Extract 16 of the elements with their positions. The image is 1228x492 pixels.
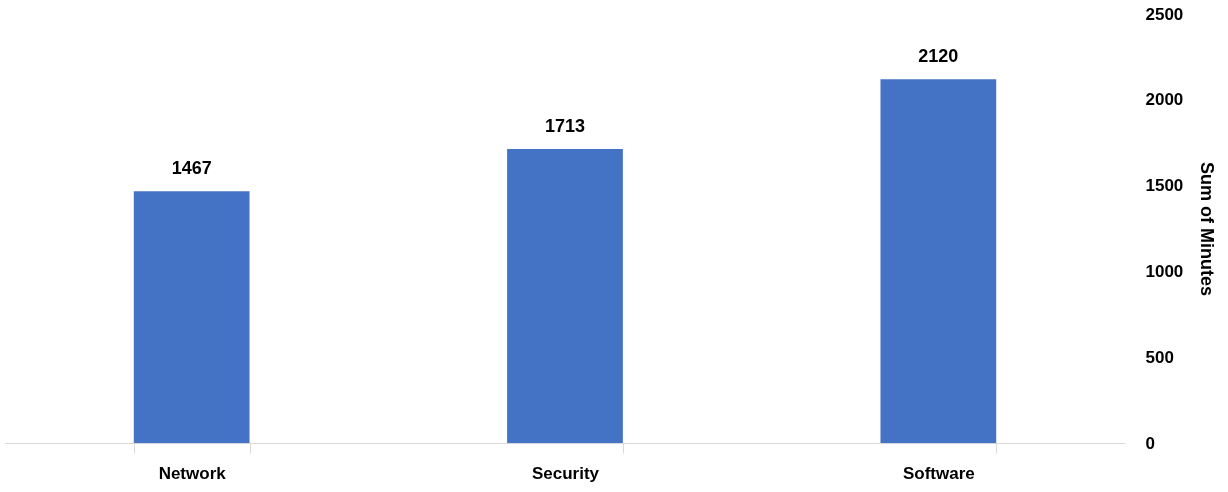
data-label: 1467 [171, 158, 212, 179]
y-tick-label: 1000 [1145, 261, 1184, 281]
y-tick-label: 2500 [1145, 4, 1184, 24]
bar [133, 191, 250, 443]
y-tick-label: 500 [1145, 347, 1174, 367]
data-label: 2120 [918, 46, 959, 67]
bar [880, 79, 997, 443]
y-axis-title: Sum of Minutes [1197, 162, 1218, 296]
y-tick-label: 1500 [1145, 176, 1184, 196]
data-label: 1713 [544, 116, 586, 137]
x-tick-label: Network [158, 463, 227, 483]
x-tick-label: Software [902, 463, 975, 483]
y-tick-label: 0 [1145, 433, 1155, 453]
y-tick-label: 2000 [1145, 90, 1184, 110]
bar [507, 149, 623, 443]
x-tick-label: Security [531, 463, 600, 483]
